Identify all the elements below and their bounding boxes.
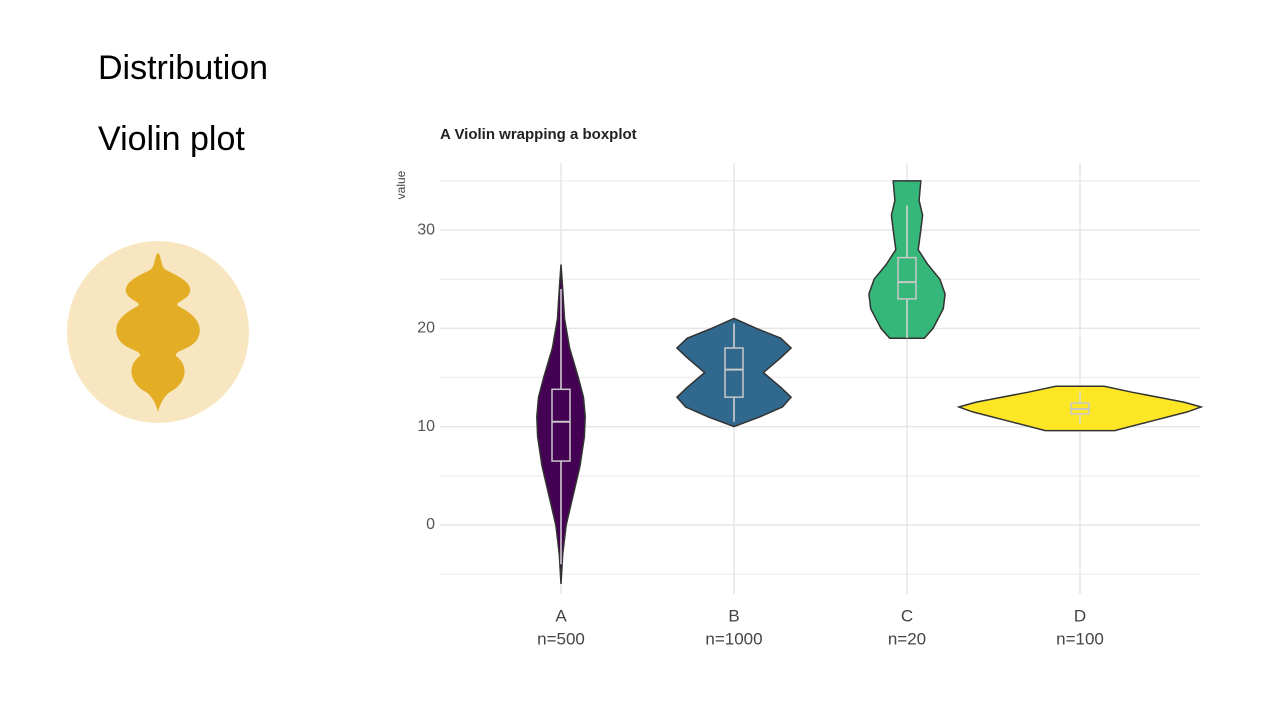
y-tick-label: 0 [426,516,435,533]
violin-icon [67,241,249,423]
icon-violin [116,253,200,412]
y-tick-label: 30 [417,221,435,238]
x-tick-label: A [555,606,567,625]
box [724,347,744,398]
n-label: n=20 [888,629,926,648]
box [897,256,917,300]
y-tick-label: 20 [417,320,435,337]
chart-title: A Violin wrapping a boxplot [440,126,637,143]
y-tick-label: 10 [417,418,435,435]
n-label: n=500 [537,629,585,648]
n-label: n=100 [1056,629,1104,648]
x-tick-label: D [1074,606,1086,625]
y-axis-label: value [394,170,408,199]
heading: Distribution [98,49,268,87]
n-label: n=1000 [705,629,762,648]
x-tick-label: C [901,606,913,625]
plot-area: 0 10 20 30 An=500 Bn=1000 Cn=20 Dn=100 [417,163,1204,648]
x-tick-label: B [728,606,739,625]
subheading: Violin plot [98,120,245,158]
box [551,388,571,462]
